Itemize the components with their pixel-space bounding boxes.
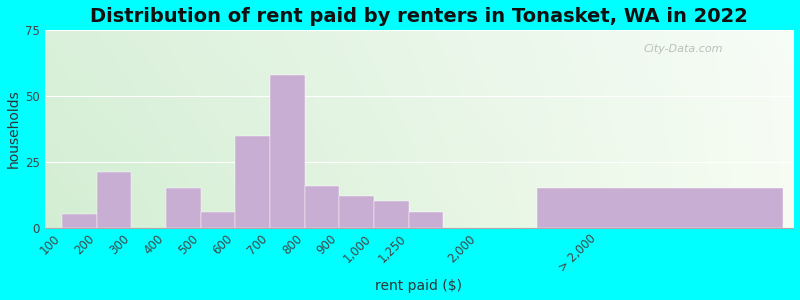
Bar (235, 136, 270, 228)
Bar (537, 188, 782, 228)
Y-axis label: households: households (7, 90, 21, 168)
Text: City-Data.com: City-Data.com (643, 44, 723, 54)
X-axis label: rent paid ($): rent paid ($) (375, 279, 462, 293)
Bar (374, 201, 409, 228)
Bar (339, 196, 374, 228)
Bar (201, 212, 235, 228)
Bar (97, 172, 131, 228)
Title: Distribution of rent paid by renters in Tonasket, WA in 2022: Distribution of rent paid by renters in … (90, 7, 748, 26)
Bar (62, 214, 97, 228)
Bar (305, 185, 339, 228)
Bar (270, 75, 305, 228)
Bar (166, 188, 201, 228)
Bar (409, 212, 443, 228)
